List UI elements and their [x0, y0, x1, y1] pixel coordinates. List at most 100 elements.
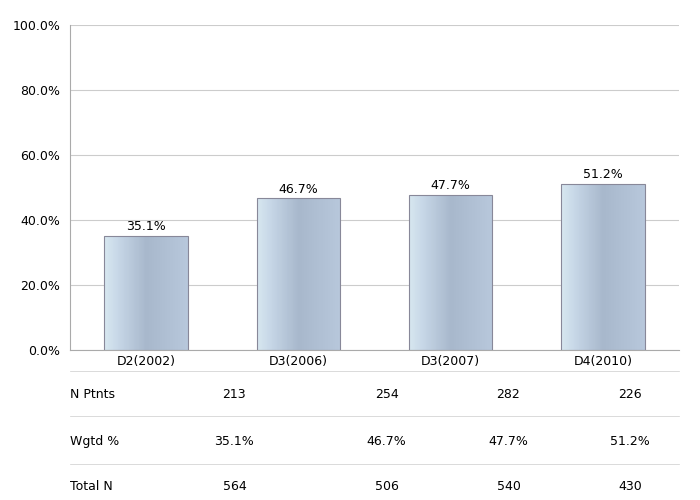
Bar [299, 198, 300, 350]
Bar [593, 184, 594, 350]
Bar [129, 236, 130, 350]
Text: 35.1%: 35.1% [126, 220, 166, 234]
Bar [178, 236, 180, 350]
Bar [610, 184, 611, 350]
Bar [469, 195, 470, 350]
Bar [442, 195, 443, 350]
Bar [157, 236, 158, 350]
Bar [627, 184, 628, 350]
Bar [603, 184, 605, 350]
Bar [309, 198, 310, 350]
Bar [312, 198, 313, 350]
Bar [486, 195, 487, 350]
Bar [165, 236, 166, 350]
Bar [303, 198, 304, 350]
Bar [262, 198, 263, 350]
Bar [181, 236, 182, 350]
Bar [565, 184, 566, 350]
Bar [618, 184, 619, 350]
Text: 213: 213 [223, 388, 246, 402]
Bar [578, 184, 579, 350]
Bar [331, 198, 332, 350]
Bar [425, 195, 426, 350]
Bar [589, 184, 590, 350]
Bar [316, 198, 317, 350]
Bar [131, 236, 132, 350]
Bar [640, 184, 641, 350]
Bar [481, 195, 482, 350]
Bar [585, 184, 586, 350]
Bar [608, 184, 609, 350]
Bar [638, 184, 639, 350]
Bar [144, 236, 146, 350]
Bar [606, 184, 607, 350]
Bar [139, 236, 140, 350]
Text: Total N: Total N [70, 480, 113, 492]
Bar [637, 184, 638, 350]
Bar [111, 236, 112, 350]
Bar [272, 198, 273, 350]
Bar [142, 236, 143, 350]
Bar [643, 184, 644, 350]
Bar [281, 198, 283, 350]
Bar [107, 236, 108, 350]
Bar [314, 198, 315, 350]
Bar [318, 198, 319, 350]
Bar [476, 195, 477, 350]
Bar [576, 184, 577, 350]
Bar [619, 184, 620, 350]
Bar [289, 198, 290, 350]
Bar [328, 198, 330, 350]
Bar [322, 198, 323, 350]
Bar [607, 184, 608, 350]
Bar [573, 184, 575, 350]
Bar [155, 236, 156, 350]
Bar [151, 236, 152, 350]
Bar [462, 195, 463, 350]
Text: 46.7%: 46.7% [367, 434, 407, 448]
Bar [466, 195, 468, 350]
Bar [435, 195, 436, 350]
Bar [580, 184, 581, 350]
Bar [452, 195, 453, 350]
Bar [110, 236, 111, 350]
Bar [622, 184, 623, 350]
Bar [176, 236, 177, 350]
Bar [321, 198, 322, 350]
Bar [601, 184, 602, 350]
Text: 430: 430 [618, 480, 642, 492]
Bar [584, 184, 585, 350]
Bar [611, 184, 612, 350]
Bar [335, 198, 336, 350]
Bar [626, 184, 627, 350]
Bar [122, 236, 123, 350]
Bar [113, 236, 114, 350]
Bar [447, 195, 448, 350]
Bar [635, 184, 636, 350]
Text: N Ptnts: N Ptnts [70, 388, 115, 402]
Bar [456, 195, 457, 350]
Bar [624, 184, 626, 350]
Bar [490, 195, 491, 350]
Bar [614, 184, 615, 350]
Text: 564: 564 [223, 480, 246, 492]
Bar [150, 236, 151, 350]
Bar [125, 236, 126, 350]
Bar [290, 198, 292, 350]
Bar [592, 184, 593, 350]
Bar [581, 184, 582, 350]
Bar [304, 198, 305, 350]
Bar [594, 184, 595, 350]
Text: 282: 282 [496, 388, 520, 402]
Bar [443, 195, 444, 350]
Bar [626, 184, 627, 350]
Bar [274, 198, 275, 350]
Bar [428, 195, 429, 350]
Bar [330, 198, 331, 350]
Bar [140, 236, 141, 350]
Text: 254: 254 [374, 388, 398, 402]
Bar [451, 195, 452, 350]
Bar [436, 195, 438, 350]
Bar [258, 198, 259, 350]
Bar [275, 198, 276, 350]
